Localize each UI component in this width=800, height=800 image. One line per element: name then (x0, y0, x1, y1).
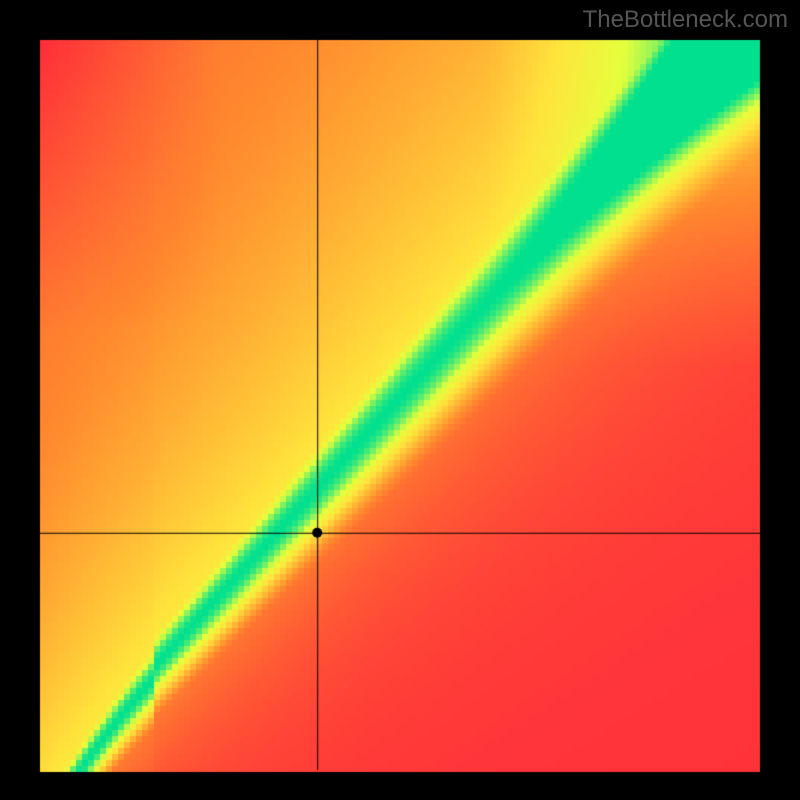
chart-container: TheBottleneck.com (0, 0, 800, 800)
heatmap-canvas (0, 0, 800, 800)
watermark-text: TheBottleneck.com (583, 6, 788, 34)
